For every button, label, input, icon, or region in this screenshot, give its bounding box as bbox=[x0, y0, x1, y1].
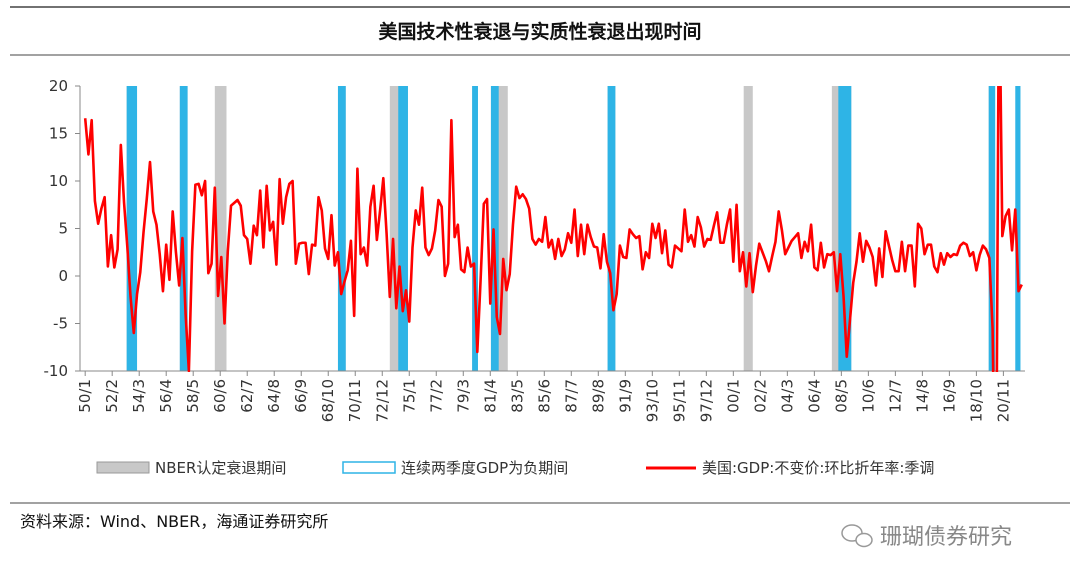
legend: NBER认定衰退期间 连续两季度GDP为负期间 美国:GDP:不变价:环比折年率:季… bbox=[96, 459, 934, 477]
watermark-icon bbox=[841, 524, 873, 548]
x-tick-label: 81/4 bbox=[481, 379, 499, 413]
y-tick-label: 0 bbox=[58, 267, 68, 285]
x-tick-label: 87/7 bbox=[562, 379, 580, 413]
legend-swatch bbox=[342, 461, 396, 474]
shaded-region bbox=[126, 86, 138, 371]
x-tick-label: 62/7 bbox=[238, 379, 256, 413]
axes: -10 -5 0 5 10 15 20 50/1 52/2 54/3 56/4 58/5 60/6 62/… bbox=[44, 77, 1025, 422]
shaded-region bbox=[179, 86, 188, 371]
legend-swatch bbox=[96, 461, 150, 474]
shaded-regions bbox=[126, 86, 1021, 371]
x-tick-label: 97/12 bbox=[697, 379, 715, 422]
x-tick-label: 60/6 bbox=[211, 379, 229, 413]
legend-label: NBER认定衰退期间 bbox=[155, 459, 286, 477]
x-tick-label: 02/2 bbox=[751, 379, 769, 413]
x-tick-label: 10/6 bbox=[859, 379, 877, 413]
shaded-region bbox=[607, 86, 616, 371]
chart-title: 美国技术性衰退与实质性衰退出现时间 bbox=[378, 20, 701, 43]
x-tick-label: 06/4 bbox=[805, 379, 823, 413]
y-tick-label: 15 bbox=[49, 125, 68, 143]
shaded-region bbox=[988, 86, 996, 371]
shaded-region bbox=[337, 86, 346, 371]
shaded-region bbox=[472, 86, 478, 371]
x-tick-label: 66/9 bbox=[292, 379, 310, 413]
x-tick-label: 18/10 bbox=[967, 379, 985, 422]
x-tick-label: 85/6 bbox=[535, 379, 553, 413]
y-tick-label: 20 bbox=[49, 77, 68, 95]
x-tick-label: 77/2 bbox=[427, 379, 445, 413]
legend-label: 美国:GDP:不变价:环比折年率:季调 bbox=[702, 459, 934, 477]
x-tick-label: 58/5 bbox=[184, 379, 202, 413]
x-tick-label: 04/3 bbox=[778, 379, 796, 413]
y-tick-label: 10 bbox=[49, 172, 68, 190]
shaded-region bbox=[1015, 86, 1021, 371]
x-tick-label: 95/11 bbox=[670, 379, 688, 422]
x-tick-label: 08/5 bbox=[832, 379, 850, 413]
x-tick-label: 72/12 bbox=[373, 379, 391, 422]
x-tick-label: 50/1 bbox=[76, 379, 94, 413]
x-tick-label: 79/3 bbox=[454, 379, 472, 413]
shaded-region bbox=[743, 86, 753, 371]
source-note: 资料来源：Wind、NBER，海通证券研究所 bbox=[20, 512, 328, 531]
x-tick-label: 52/2 bbox=[103, 379, 121, 413]
series-line bbox=[83, 86, 1023, 372]
x-tick-label: 91/9 bbox=[616, 379, 634, 413]
x-tick-label: 20/11 bbox=[994, 379, 1012, 422]
x-tick-label: 75/1 bbox=[400, 379, 418, 413]
plot-area bbox=[83, 86, 1023, 372]
x-tick-label: 16/9 bbox=[940, 379, 958, 413]
x-tick-label: 93/10 bbox=[643, 379, 661, 422]
x-tick-label: 00/1 bbox=[724, 379, 742, 413]
legend-label: 连续两季度GDP为负期间 bbox=[401, 459, 568, 477]
watermark: 珊瑚债券研究 bbox=[880, 525, 1012, 550]
shaded-region bbox=[398, 86, 408, 371]
x-tick-label: 54/3 bbox=[130, 379, 148, 413]
x-tick-label: 70/11 bbox=[346, 379, 364, 422]
x-tick-label: 12/7 bbox=[886, 379, 904, 413]
shaded-region bbox=[838, 86, 852, 371]
x-tick-label: 83/5 bbox=[508, 379, 526, 413]
shaded-region bbox=[490, 86, 499, 371]
y-tick-label: -10 bbox=[44, 362, 69, 380]
shaded-region bbox=[214, 86, 227, 371]
y-tick-label: 5 bbox=[58, 220, 68, 238]
y-tick-label: -5 bbox=[53, 315, 68, 333]
x-tick-label: 68/10 bbox=[319, 379, 337, 422]
x-tick-label: 14/8 bbox=[913, 379, 931, 413]
x-tick-label: 56/4 bbox=[157, 379, 175, 413]
x-tick-label: 89/8 bbox=[589, 379, 607, 413]
x-tick-label: 64/8 bbox=[265, 379, 283, 413]
